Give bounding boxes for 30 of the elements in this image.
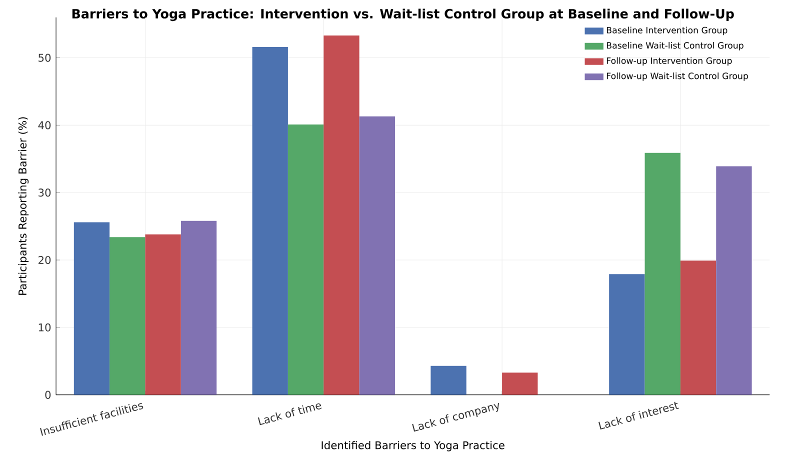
bar [680,260,716,396]
legend-label: Baseline Intervention Group [606,26,728,36]
bar [359,116,395,396]
bar [644,153,680,396]
bar [252,47,288,396]
x-tick-label: Lack of interest [598,402,679,430]
bar [145,234,181,396]
bar [609,274,645,396]
bar [110,237,146,396]
x-tick-label: Lack of company [412,403,499,432]
bar [288,124,324,396]
bar [74,222,110,396]
y-tick-label: 30 [38,188,51,197]
x-axis-title: Identified Barriers to Yoga Practice [322,441,504,452]
legend-label: Follow-up Intervention Group [606,57,732,66]
y-axis-title: Participants Reporting Barrier (%) [18,117,29,296]
y-tick-label: 20 [38,256,51,264]
y-tick-label: 0 [45,391,51,400]
bar [502,372,538,396]
bar [716,166,752,396]
bar [324,36,360,396]
y-tick-label: 40 [38,121,51,130]
legend-label: Baseline Wait-list Control Group [606,42,744,51]
x-tick-label: Lack of time [258,404,322,426]
y-tick-label: 50 [38,54,51,62]
legend-label: Follow-up Wait-list Control Group [606,72,748,82]
chart-title: Barriers to Yoga Practice: Intervention vs. Wait-list Control Group at Baseline and Follow-Up [72,8,734,22]
bar [430,366,466,396]
bar [180,221,217,396]
y-tick-label: 10 [38,324,51,332]
